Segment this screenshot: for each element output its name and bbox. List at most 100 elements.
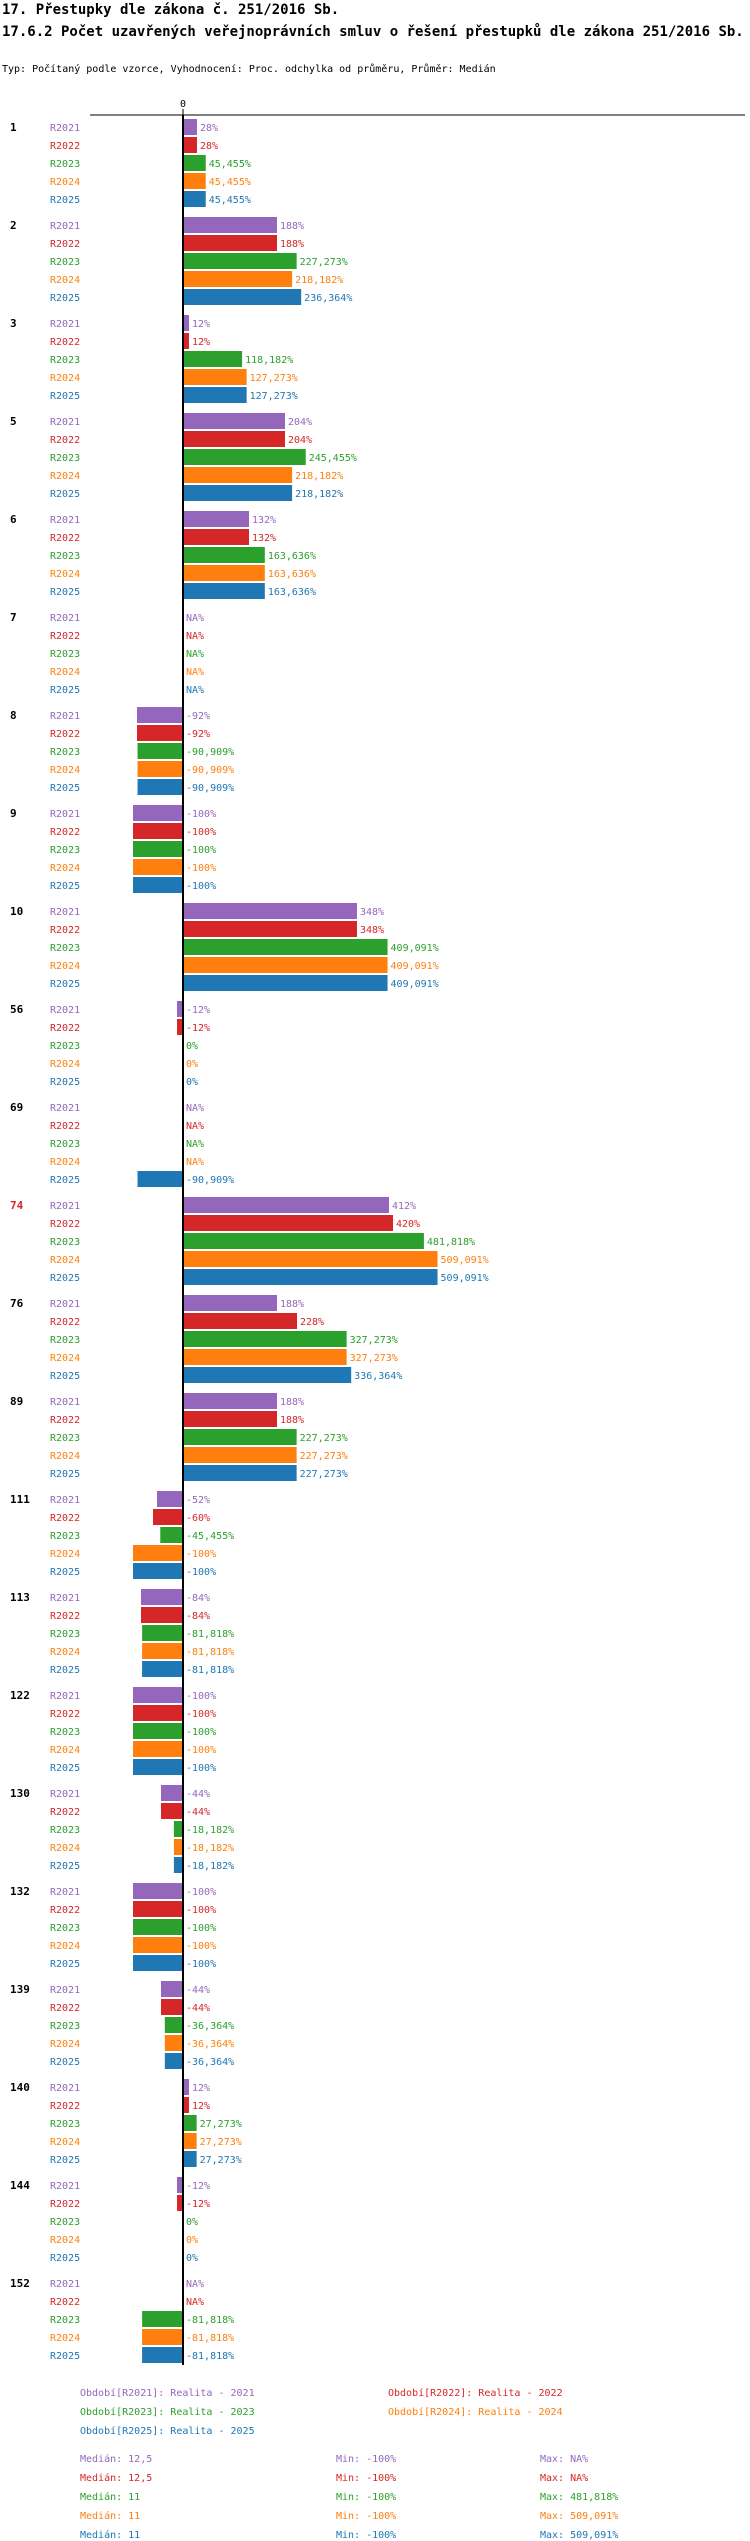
data-label: -60%	[186, 1513, 210, 1524]
bar	[183, 1367, 352, 1383]
series-label: R2022	[50, 1121, 80, 1132]
data-label: 0%	[186, 2253, 198, 2264]
data-label: 12%	[192, 2101, 210, 2112]
bar	[133, 1883, 183, 1899]
series-label: R2021	[50, 123, 80, 134]
bar	[164, 2017, 183, 2033]
series-label: R2022	[50, 2297, 80, 2308]
bar	[133, 1759, 183, 1775]
group-label: 144	[10, 2179, 30, 2192]
bar	[137, 725, 183, 741]
data-label: -90,909%	[186, 747, 234, 758]
series-label: R2021	[50, 1103, 80, 1114]
data-label: 27,273%	[200, 2119, 242, 2130]
data-label: 28%	[200, 123, 218, 134]
series-label: R2024	[50, 961, 80, 972]
bar	[183, 413, 285, 429]
group-label: 8	[10, 709, 17, 722]
series-label: R2021	[50, 1005, 80, 1016]
data-label: 27,273%	[200, 2155, 242, 2166]
bar	[183, 2115, 197, 2131]
bar	[183, 939, 388, 955]
bar	[133, 841, 183, 857]
data-label: 45,455%	[209, 159, 251, 170]
data-label: -100%	[186, 1567, 216, 1578]
bar	[183, 431, 285, 447]
series-label: R2024	[50, 373, 80, 384]
series-label: R2023	[50, 257, 80, 268]
bar	[183, 1251, 438, 1267]
bar	[183, 511, 249, 527]
stat-max-r2024: Max: 509,091%	[540, 2511, 619, 2522]
data-label: -81,818%	[186, 2315, 234, 2326]
zero-tick-label: 0	[180, 99, 186, 110]
series-label: R2022	[50, 141, 80, 152]
bar	[177, 1001, 183, 1017]
series-label: R2023	[50, 1237, 80, 1248]
bar	[183, 1215, 393, 1231]
group-label: 9	[10, 807, 17, 820]
group-label: 139	[10, 1983, 30, 1996]
group-label: 69	[10, 1101, 23, 1114]
series-label: R2025	[50, 1763, 80, 1774]
group-label: 5	[10, 415, 17, 428]
series-label: R2023	[50, 845, 80, 856]
series-label: R2025	[50, 195, 80, 206]
bar	[173, 1821, 183, 1837]
series-label: R2023	[50, 1139, 80, 1150]
stat-median-r2024: Medián: 11	[80, 2511, 141, 2522]
bar	[183, 467, 293, 483]
data-label: -36,364%	[186, 2021, 234, 2032]
bar	[183, 119, 197, 135]
stat-min-r2025: Min: -100%	[336, 2530, 397, 2541]
series-label: R2022	[50, 729, 80, 740]
series-label: R2021	[50, 1201, 80, 1212]
data-label: -100%	[186, 1745, 216, 1756]
data-label: -90,909%	[186, 765, 234, 776]
bar	[183, 1313, 297, 1329]
bar	[153, 1509, 183, 1525]
group-label: 6	[10, 513, 17, 526]
bar	[161, 1785, 183, 1801]
data-label: 188%	[280, 1415, 304, 1426]
bar	[183, 1429, 297, 1445]
data-label: 127,273%	[250, 391, 298, 402]
data-label: -100%	[186, 1763, 216, 1774]
group-label: 56	[10, 1003, 24, 1016]
bar	[183, 2151, 197, 2167]
data-label: -18,182%	[186, 1843, 234, 1854]
series-label: R2025	[50, 783, 80, 794]
series-label: R2025	[50, 2253, 80, 2264]
series-label: R2025	[50, 1665, 80, 1676]
data-label: 412%	[392, 1201, 416, 1212]
series-label: R2021	[50, 907, 80, 918]
stat-min-r2023: Min: -100%	[336, 2492, 397, 2503]
bar	[133, 1937, 183, 1953]
series-label: R2022	[50, 2101, 80, 2112]
bar	[133, 877, 183, 893]
series-label: R2024	[50, 1353, 80, 1364]
data-label: 0%	[186, 1041, 198, 1052]
bar	[137, 779, 183, 795]
data-label: NA%	[186, 1157, 204, 1168]
bar	[183, 903, 357, 919]
bar	[183, 1447, 297, 1463]
series-label: R2024	[50, 1255, 80, 1266]
data-label: -100%	[186, 1959, 216, 1970]
series-label: R2025	[50, 2057, 80, 2068]
data-label: 218,182%	[295, 489, 343, 500]
data-label: -100%	[186, 1941, 216, 1952]
series-label: R2025	[50, 979, 80, 990]
bar	[133, 805, 183, 821]
data-label: 236,364%	[304, 293, 352, 304]
bar	[183, 333, 189, 349]
data-label: -92%	[186, 729, 210, 740]
data-label: -12%	[186, 2181, 210, 2192]
series-label: R2023	[50, 1825, 80, 1836]
series-label: R2023	[50, 1433, 80, 1444]
data-label: 245,455%	[309, 453, 357, 464]
series-label: R2023	[50, 2217, 80, 2228]
bar	[137, 707, 183, 723]
data-label: 327,273%	[350, 1353, 398, 1364]
data-label: 132%	[252, 533, 276, 544]
